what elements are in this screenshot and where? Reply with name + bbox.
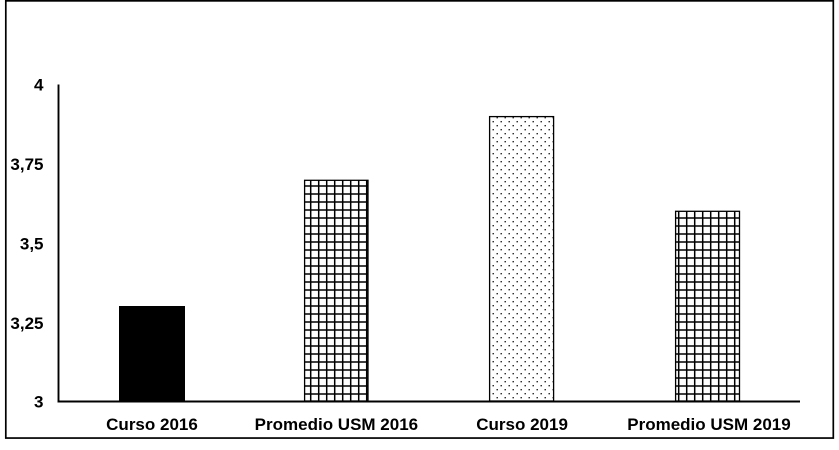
- svg-text:Promedio USM 2016: Promedio USM 2016: [255, 415, 418, 434]
- svg-text:Promedio USM 2019: Promedio USM 2019: [627, 415, 790, 434]
- svg-text:Curso 2016: Curso 2016: [106, 415, 198, 434]
- svg-text:3,75: 3,75: [10, 155, 43, 174]
- svg-text:3,5: 3,5: [20, 234, 44, 253]
- svg-text:3: 3: [34, 392, 43, 411]
- svg-text:Curso 2019: Curso 2019: [476, 415, 568, 434]
- svg-text:3,25: 3,25: [10, 314, 43, 333]
- svg-text:4: 4: [34, 76, 44, 95]
